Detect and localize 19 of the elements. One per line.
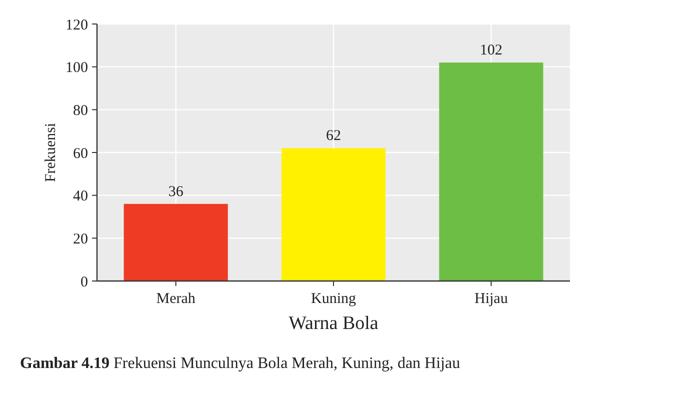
y-tick-label: 100 xyxy=(66,60,88,76)
x-axis-title: Warna Bola xyxy=(288,313,379,334)
data-label: 102 xyxy=(480,42,502,59)
y-tick-label: 120 xyxy=(66,17,88,34)
x-tick-label: Hijau xyxy=(474,291,508,307)
y-axis-title: Frekuensi xyxy=(43,122,59,182)
y-tick-label: 0 xyxy=(80,274,88,290)
bar xyxy=(281,148,386,281)
bar xyxy=(439,62,544,281)
y-tick-label: 20 xyxy=(73,231,88,248)
x-tick-label: Merah xyxy=(156,291,196,307)
bar xyxy=(124,204,228,281)
y-tick-label: 80 xyxy=(73,102,88,119)
text: Gambar 4.19 Frekuensi Munculnya Bola Merah, Kuning, dan Hijau xyxy=(20,355,460,372)
y-tick-label: 40 xyxy=(73,188,88,205)
data-label: 62 xyxy=(326,128,341,144)
x-tick-label: Kuning xyxy=(311,291,356,307)
y-tick-label: 60 xyxy=(73,146,88,162)
data-label: 36 xyxy=(168,184,184,200)
